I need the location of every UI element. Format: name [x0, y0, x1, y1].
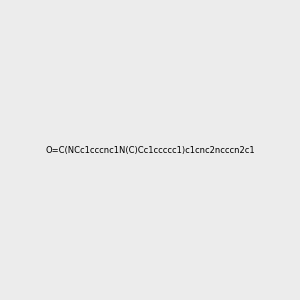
Text: O=C(NCc1cccnc1N(C)Cc1ccccc1)c1cnc2ncccn2c1: O=C(NCc1cccnc1N(C)Cc1ccccc1)c1cnc2ncccn2… [45, 146, 255, 154]
